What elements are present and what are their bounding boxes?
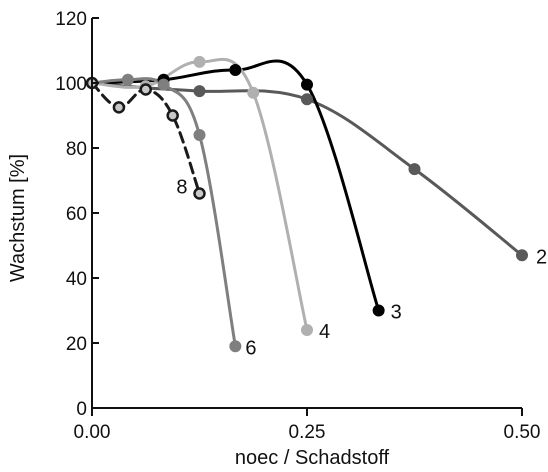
series-2-point [193,85,206,98]
series-labels: 2 3 4 6 8 [176,177,547,360]
x-axis-ticks: 0.00 0.25 0.50 [74,408,541,443]
axes: 0 20 40 60 80 100 120 0.00 0.25 0.50 [55,9,540,443]
series-2-point [301,93,313,106]
series-3-point [229,64,242,76]
series-8-point [193,187,206,200]
x-axis-title: noec / Schadstoff [235,447,390,469]
series-2-line [90,81,524,257]
series-8-point [139,83,152,96]
series-6-line [90,77,237,348]
series-2-label: 2 [536,246,547,268]
y-tick-label: 40 [66,269,87,290]
series-6-label: 6 [245,337,256,359]
series-4-label: 4 [319,321,330,343]
y-tick-label: 60 [66,204,87,225]
series-8-point [166,109,179,122]
series-3-label: 3 [391,302,402,324]
y-axis-title: Wachstum [%] [7,154,29,282]
y-tick-label: 100 [55,74,87,95]
y-axis-ticks: 0 20 40 60 80 100 120 [55,9,99,420]
x-tick-label: 0.50 [504,422,541,443]
series-8-label: 8 [176,177,187,199]
y-tick-label: 0 [76,399,87,420]
series-6-point [157,78,170,91]
series-3-point [301,78,313,91]
series-4-point [301,324,313,336]
series-4-point [247,86,260,99]
series-2-point [408,163,421,176]
x-tick-label: 0.00 [74,422,111,443]
y-tick-label: 120 [55,9,87,30]
series-6-point [229,340,242,353]
y-tick-label: 80 [66,139,87,160]
series-8-point [112,101,126,114]
series-2-point [516,249,528,262]
series-3-line [90,59,381,312]
series-3-point [372,304,385,317]
y-tick-label: 20 [66,334,87,355]
series-6-point [121,73,134,86]
series-6-point [193,129,206,141]
series-4-point [193,55,206,68]
x-tick-label: 0.25 [289,422,326,443]
